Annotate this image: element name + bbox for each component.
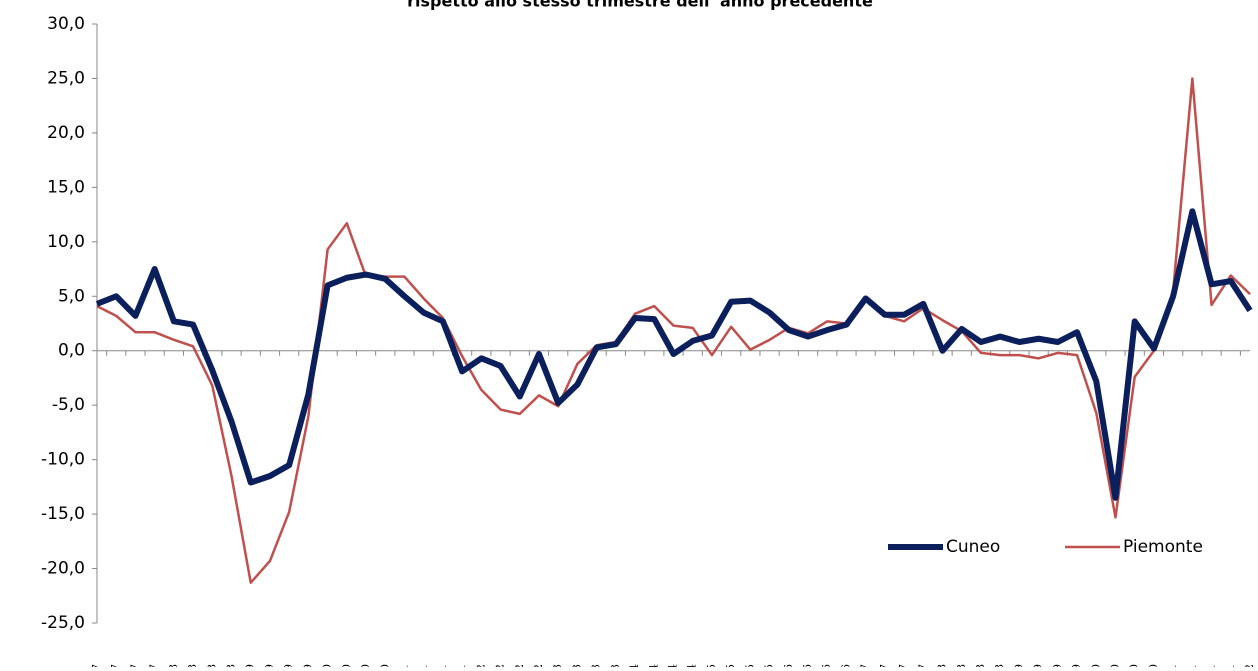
legend-label: Piemonte xyxy=(1123,537,1203,557)
y-tick-label: 30,0 xyxy=(47,14,85,34)
y-tick-label: -5,0 xyxy=(52,395,85,415)
y-tick-label: -10,0 xyxy=(41,450,85,470)
y-tick-label: -15,0 xyxy=(41,504,85,524)
series-line xyxy=(95,208,1253,501)
legend-label: Cuneo xyxy=(946,537,1000,557)
y-tick-label: 5,0 xyxy=(58,286,85,306)
y-tick-label: -25,0 xyxy=(41,613,85,633)
y-tick-label: 15,0 xyxy=(47,177,85,197)
y-tick-label: 25,0 xyxy=(47,68,85,88)
series-line xyxy=(96,77,1251,584)
y-tick-label: 0,0 xyxy=(58,341,85,361)
y-tick-label: 10,0 xyxy=(47,232,85,252)
y-tick-label: -20,0 xyxy=(41,559,85,579)
y-tick-label: 20,0 xyxy=(47,123,85,143)
chart-title: rispetto allo stesso trimestre dell' ann… xyxy=(407,0,873,11)
